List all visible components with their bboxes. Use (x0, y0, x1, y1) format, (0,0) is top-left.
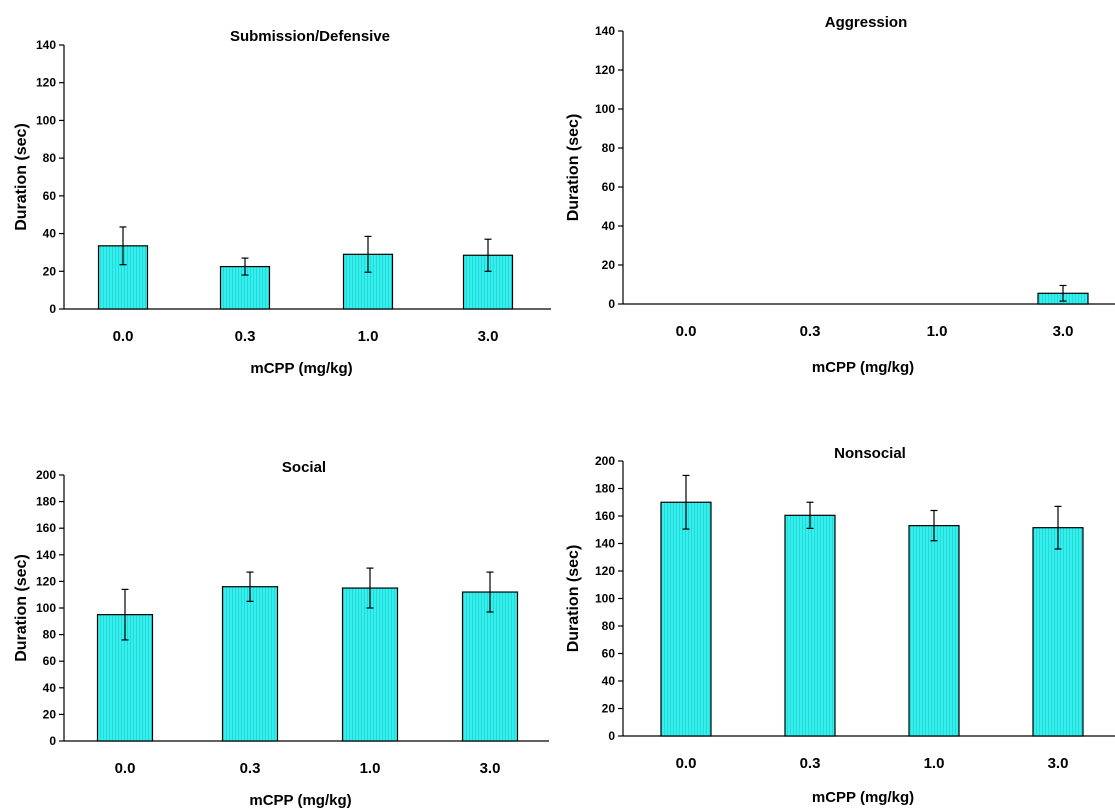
chart-4-y-tick-label: 120 (595, 564, 615, 578)
chart-4-error-bar-0 (682, 474, 690, 530)
chart-3-y-tick-label: 100 (36, 601, 56, 615)
chart-1-y-tick-label: 120 (36, 76, 56, 90)
chart-1-x-tick-label: 3.0 (478, 328, 499, 345)
chart-2-x-tick-label: 0.3 (800, 323, 821, 340)
chart-3-y-tick-label: 40 (43, 681, 57, 695)
chart-4: Nonsocial 0 20 40 60 80 100 120 140 160 180 200 Dura… (565, 445, 1115, 806)
chart-4-error-bar-1 (806, 501, 814, 529)
chart-1-bar-1 (219, 265, 271, 310)
chart-4-y-tick-label: 40 (602, 674, 616, 688)
chart-2-y-tick-label: 140 (595, 24, 615, 38)
chart-3-title: Social (282, 459, 326, 476)
chart-3-error-bar-0 (121, 588, 129, 641)
chart-1-y-tick-label: 20 (43, 264, 57, 278)
chart-1-x-tick-label: 0.0 (113, 328, 134, 345)
chart-4-x-axis-label: mCPP (mg/kg) (812, 789, 914, 806)
chart-1: Submission/Defensive 0 20 40 60 80 100 120 140 Du… (13, 28, 551, 377)
chart-2-y-tick-label: 40 (602, 219, 616, 233)
chart-2-title: Aggression (825, 14, 908, 31)
chart-1-bar-2 (342, 253, 394, 310)
chart-3-y-tick-label: 80 (43, 628, 57, 642)
chart-4-bar-2 (908, 525, 960, 737)
chart-3-x-tick-label: 0.3 (240, 760, 261, 777)
chart-4-y-tick-label: 180 (595, 482, 615, 496)
chart-1-y-tick-label: 80 (43, 151, 57, 165)
chart-4-y-tick-label: 20 (602, 702, 616, 716)
chart-3-y-tick-label: 140 (36, 548, 56, 562)
chart-3-error-bar-3 (486, 571, 494, 613)
chart-3-x-tick-label: 1.0 (360, 760, 381, 777)
chart-1-y-axis-label: Duration (sec) (13, 123, 30, 231)
chart-1-y-tick-label: 60 (43, 189, 57, 203)
chart-2-y-axis-label: Duration (sec) (565, 114, 582, 222)
chart-1-error-bar-0 (119, 226, 127, 266)
chart-2-x-tick-label: 0.0 (676, 323, 697, 340)
chart-2-y-tick-label: 0 (608, 297, 615, 311)
chart-2-error-bar-3 (1059, 284, 1067, 302)
chart-4-x-tick-label: 0.3 (800, 755, 821, 772)
chart-3-bar-3 (461, 591, 519, 742)
chart-3-error-bar-2 (366, 567, 374, 609)
chart-2-y-tick-label: 100 (595, 102, 615, 116)
chart-1-x-tick-label: 0.3 (235, 328, 256, 345)
chart-4-y-tick-label: 160 (595, 509, 615, 523)
chart-4-y-tick-label: 100 (595, 592, 615, 606)
chart-2-y-tick-label: 60 (602, 180, 616, 194)
chart-1-y-tick-label: 100 (36, 113, 56, 127)
chart-4-bar-3 (1032, 527, 1084, 737)
chart-4-y-tick-label: 200 (595, 454, 615, 468)
chart-1-x-axis-label: mCPP (mg/kg) (250, 360, 352, 377)
chart-3-error-bar-1 (246, 571, 254, 602)
chart-4-error-bar-2 (930, 509, 938, 542)
chart-4-x-tick-label: 0.0 (676, 755, 697, 772)
chart-1-error-bar-3 (484, 238, 492, 272)
chart-3-y-axis-label: Duration (sec) (13, 554, 30, 662)
chart-2-x-tick-label: 3.0 (1053, 323, 1074, 340)
chart-3-x-tick-label: 3.0 (480, 760, 501, 777)
chart-1-error-bar-2 (364, 235, 372, 273)
chart-2-y-tick-label: 120 (595, 63, 615, 77)
chart-3-bar-2 (341, 587, 399, 742)
chart-3-y-tick-label: 120 (36, 574, 56, 588)
chart-3-y-tick-label: 180 (36, 495, 56, 509)
chart-2: Aggression 0 20 40 60 80 100 120 140 Duration (se… (565, 14, 1115, 376)
chart-2-x-tick-label: 1.0 (927, 323, 948, 340)
chart-3-y-tick-label: 0 (49, 734, 56, 748)
chart-1-error-bar-1 (241, 257, 249, 276)
chart-4-y-tick-label: 140 (595, 537, 615, 551)
chart-3-bar-1 (221, 586, 279, 742)
chart-2-y-tick-label: 20 (602, 258, 616, 272)
chart-4-title: Nonsocial (834, 445, 906, 462)
chart-2-x-axis-label: mCPP (mg/kg) (812, 359, 914, 376)
chart-1-y-tick-label: 0 (49, 302, 56, 316)
chart-4-y-tick-label: 60 (602, 647, 616, 661)
chart-4-bar-0 (660, 501, 712, 737)
chart-4-error-bar-3 (1054, 505, 1062, 550)
chart-1-y-tick-label: 40 (43, 227, 57, 241)
chart-3-y-tick-label: 160 (36, 521, 56, 535)
chart-1-title: Submission/Defensive (230, 28, 390, 45)
chart-4-bar-1 (784, 514, 836, 737)
chart-1-x-tick-label: 1.0 (358, 328, 379, 345)
chart-2-y-tick-label: 80 (602, 141, 616, 155)
chart-4-y-axis-label: Duration (sec) (565, 545, 582, 653)
chart-3-y-tick-label: 60 (43, 654, 57, 668)
chart-4-x-tick-label: 3.0 (1048, 755, 1069, 772)
chart-4-x-tick-label: 1.0 (924, 755, 945, 772)
chart-4-y-tick-label: 0 (608, 729, 615, 743)
chart-3: Social 0 20 40 60 80 100 120 140 160 180 200 Duratio… (13, 459, 549, 809)
chart-3-y-tick-label: 20 (43, 707, 57, 721)
chart-3-x-axis-label: mCPP (mg/kg) (249, 792, 351, 809)
chart-3-x-tick-label: 0.0 (115, 760, 136, 777)
chart-3-y-tick-label: 200 (36, 468, 56, 482)
chart-4-y-tick-label: 80 (602, 619, 616, 633)
chart-1-y-tick-label: 140 (36, 38, 56, 52)
